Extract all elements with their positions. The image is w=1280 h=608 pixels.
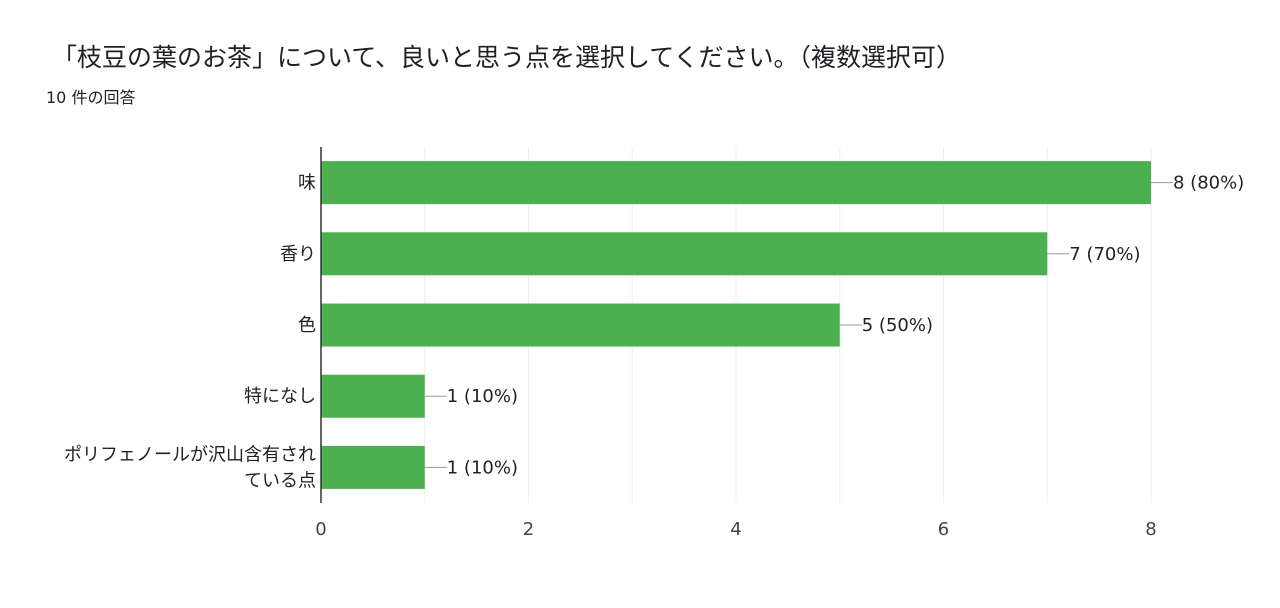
data-label: 1 (10%) xyxy=(447,457,518,478)
bar xyxy=(321,445,425,489)
data-label: 7 (70%) xyxy=(1069,244,1140,265)
bar xyxy=(321,161,1151,205)
x-tick-label: 4 xyxy=(730,519,741,540)
category-label: 味 xyxy=(298,173,316,194)
category-label: ている点 xyxy=(244,470,316,491)
x-tick-label: 0 xyxy=(315,519,326,540)
chart-title: 「枝豆の葉のお茶」について、良いと思う点を選択してください。（複数選択可） xyxy=(52,43,962,72)
bar xyxy=(321,374,425,418)
category-label: 特になし xyxy=(244,386,316,407)
category-label: 色 xyxy=(298,315,316,336)
x-tick-label: 2 xyxy=(523,519,534,540)
response-count: 10 件の回答 xyxy=(46,88,136,107)
category-label: ポリフェノールが沢山含有され xyxy=(64,444,316,465)
data-label: 1 (10%) xyxy=(447,386,518,407)
x-tick-label: 6 xyxy=(938,519,949,540)
data-label: 8 (80%) xyxy=(1173,173,1244,194)
bar xyxy=(321,303,840,347)
bar xyxy=(321,232,1048,276)
category-label: 香り xyxy=(280,244,316,265)
data-label: 5 (50%) xyxy=(862,315,933,336)
x-tick-label: 8 xyxy=(1145,519,1156,540)
